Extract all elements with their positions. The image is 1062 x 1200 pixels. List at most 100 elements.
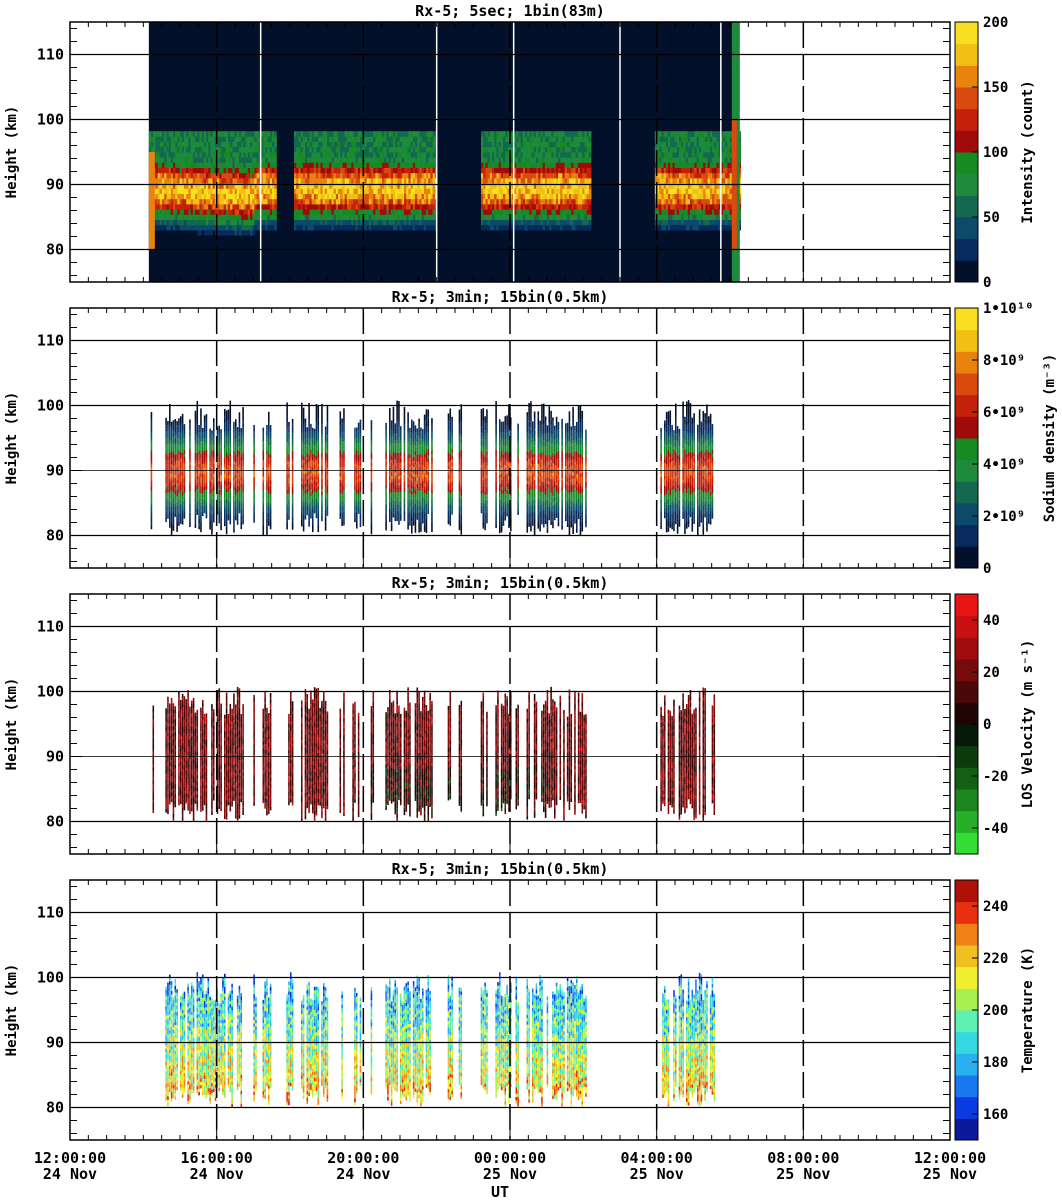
data-cell (176, 502, 178, 506)
data-cell (196, 465, 199, 470)
data-cell (421, 152, 425, 158)
data-cell (148, 136, 152, 142)
data-cell (195, 146, 198, 153)
data-cell (525, 219, 528, 226)
data-cell (410, 167, 414, 174)
data-cell (399, 136, 403, 142)
data-cell (566, 193, 570, 200)
data-cell (210, 230, 214, 236)
data-cell (577, 172, 581, 179)
data-cell (197, 193, 200, 200)
data-cell (188, 146, 192, 153)
data-cell (252, 224, 255, 231)
data-cell (190, 162, 194, 168)
data-cell (698, 183, 702, 189)
data-cell (685, 209, 689, 215)
data-cell (575, 131, 579, 137)
data-cell (192, 198, 196, 205)
data-cell (676, 167, 680, 174)
data-cell (404, 146, 407, 153)
data-cell (584, 162, 588, 168)
data-cell (170, 141, 174, 148)
data-cell (194, 430, 197, 434)
data-cell (181, 498, 184, 502)
data-cell (408, 136, 412, 142)
data-cell (311, 167, 315, 174)
data-cell (690, 157, 693, 163)
data-cell (267, 146, 271, 153)
data-cell (170, 473, 173, 478)
data-cell (379, 193, 383, 200)
data-cell (181, 488, 184, 493)
data-cell (564, 198, 568, 205)
data-cell (362, 178, 365, 184)
data-cell (527, 146, 530, 153)
data-cell (485, 198, 489, 205)
data-cell (353, 172, 357, 179)
data-cell (232, 141, 236, 148)
data-cell (178, 463, 180, 468)
data-cell (586, 152, 590, 158)
data-cell (679, 204, 682, 210)
data-cell (159, 178, 163, 184)
data-cell (274, 157, 277, 163)
data-cell (430, 157, 434, 163)
data-cell (676, 209, 680, 215)
data-cell (573, 224, 577, 231)
data-cell (415, 172, 418, 179)
data-cell (395, 193, 398, 200)
data-cell (487, 167, 491, 174)
data-cell (331, 162, 335, 168)
data-cell (228, 224, 231, 231)
data-cell (263, 204, 266, 210)
data-cell (375, 162, 379, 168)
data-cell (694, 209, 698, 215)
data-cell (213, 447, 215, 452)
data-cell (360, 157, 363, 163)
data-cell (239, 188, 242, 194)
data-cell (417, 209, 420, 215)
data-cell (701, 141, 704, 148)
panel-sodium-density: Rx-5; 3min; 15bin(0.5km) Height (km) 80 … (4, 288, 1058, 577)
data-cell (178, 418, 180, 422)
data-cell (586, 198, 590, 205)
data-cell (533, 188, 537, 194)
data-cell (492, 219, 495, 226)
data-cell (573, 183, 577, 189)
data-cell (194, 482, 197, 486)
data-cell (217, 178, 220, 184)
data-cell (698, 172, 702, 179)
data-cell (377, 162, 381, 168)
data-cell (338, 198, 341, 205)
data-cell (382, 178, 385, 184)
data-cell (203, 230, 207, 236)
data-cell (203, 509, 206, 514)
data-cell (399, 204, 403, 210)
data-cell (386, 188, 390, 194)
data-cell (560, 178, 563, 184)
data-cell (256, 152, 260, 158)
data-cell (538, 193, 541, 200)
data-cell (489, 141, 493, 148)
data-cell (518, 152, 522, 158)
data-cell (230, 167, 233, 174)
data-cell (302, 136, 306, 142)
data-cell (232, 146, 236, 153)
data-cell (357, 214, 361, 220)
data-cell (318, 183, 321, 189)
data-cell (395, 131, 398, 137)
data-cell (588, 157, 592, 163)
data-cell (390, 198, 394, 205)
data-cell (214, 141, 218, 148)
data-cell (582, 157, 585, 163)
data-cell (366, 157, 370, 163)
y-tick-label: 90 (46, 176, 64, 194)
data-cell (333, 146, 337, 153)
data-cell (718, 172, 722, 179)
data-cell (228, 193, 231, 200)
data-cell (549, 157, 552, 163)
data-cell (421, 219, 425, 226)
data-cell (681, 178, 684, 184)
data-cell (577, 188, 581, 194)
data-cell (263, 214, 266, 220)
